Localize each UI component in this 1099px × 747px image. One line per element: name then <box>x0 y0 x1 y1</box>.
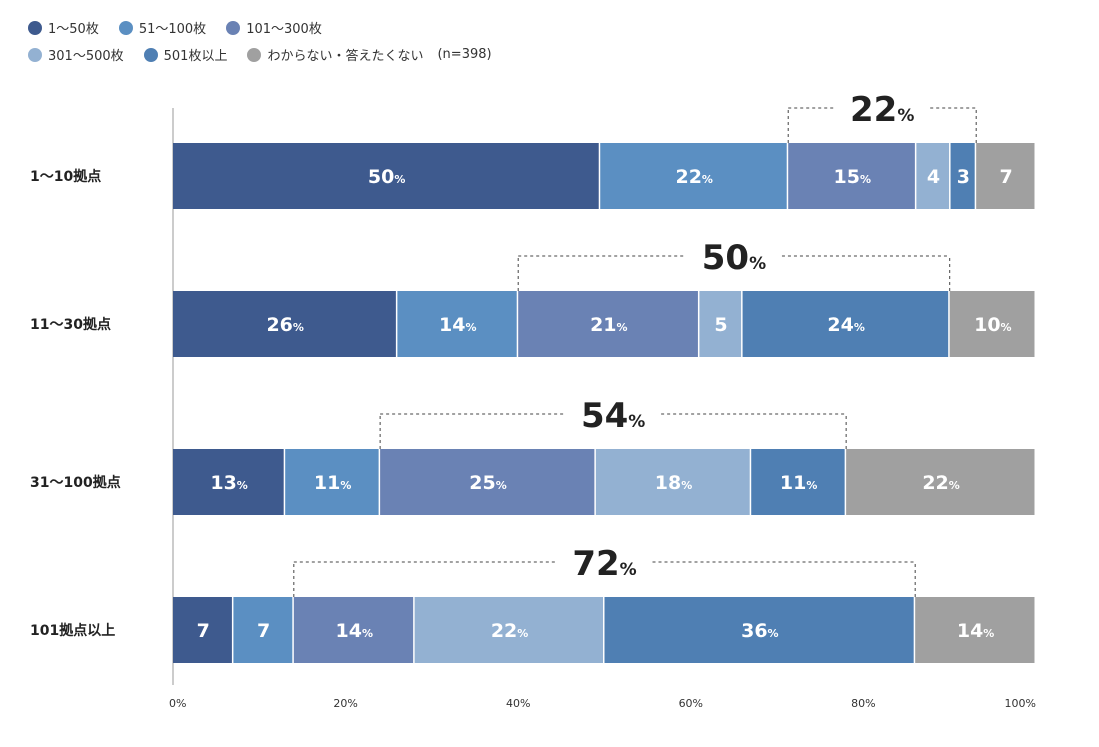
category-label: 31〜100拠点 <box>30 474 121 491</box>
bar-segment <box>397 291 517 357</box>
bar-segment <box>414 597 603 663</box>
legend-swatch <box>118 20 133 35</box>
x-tick-label: 40% <box>506 697 530 710</box>
legend-swatch <box>143 47 158 62</box>
legend-item-51-100: 51〜100枚 <box>118 18 207 37</box>
legend-label: 1〜50枚 <box>48 22 99 37</box>
bar-segment <box>173 143 599 209</box>
segment-value-label: 7 <box>999 166 1012 188</box>
bar-segment <box>380 449 595 515</box>
bar-segment <box>950 143 975 209</box>
legend-label: 101〜300枚 <box>246 22 322 37</box>
bar-segment <box>949 291 1035 357</box>
legend-row-1: 1〜50枚 51〜100枚 101〜300枚 <box>28 14 512 41</box>
bar-segment <box>788 143 915 209</box>
bar-segment <box>604 597 914 663</box>
bar-segment <box>976 143 1035 209</box>
legend-item-1-50: 1〜50枚 <box>28 18 99 37</box>
bar-segment <box>742 291 949 357</box>
x-tick-label: 100% <box>1005 697 1036 710</box>
legend-item-301-500: 301〜500枚 <box>28 45 124 64</box>
bar-segment <box>173 291 396 357</box>
bar-segment <box>915 597 1035 663</box>
bracket-total-label: 54% <box>581 396 645 436</box>
bar-segment <box>751 449 845 515</box>
legend-swatch <box>226 20 241 35</box>
legend-label: 501枚以上 <box>163 49 228 64</box>
legend: 1〜50枚 51〜100枚 101〜300枚 301〜500枚 501枚以上 わ… <box>28 14 512 68</box>
segment-value-label: 4 <box>927 166 940 188</box>
legend-row-2: 301〜500枚 501枚以上 わからない・答えたくない (n=398) <box>28 41 512 68</box>
segment-value-label: 7 <box>257 620 270 642</box>
bar-segment <box>173 449 284 515</box>
bar-segment <box>600 143 787 209</box>
legend-swatch <box>28 20 42 35</box>
legend-label: 301〜500枚 <box>48 49 124 64</box>
x-tick-label: 20% <box>333 697 357 710</box>
bar-segment <box>285 449 379 515</box>
bar-segment <box>916 143 950 209</box>
x-tick-label: 0% <box>169 697 186 710</box>
legend-item-unknown: わからない・答えたくない (n=398) <box>247 45 492 64</box>
bracket-total-label: 50% <box>702 238 766 278</box>
bar-segment <box>595 449 750 515</box>
bar-segment <box>233 597 293 663</box>
legend-label: 51〜100枚 <box>138 22 207 37</box>
legend-label: わからない・答えたくない <box>267 49 424 64</box>
segment-value-label: 5 <box>714 314 727 336</box>
legend-swatch <box>28 47 42 62</box>
x-tick-label: 80% <box>851 697 875 710</box>
legend-item-101-300: 101〜300枚 <box>226 18 322 37</box>
bar-segment <box>846 449 1035 515</box>
bracket-total-label: 72% <box>572 544 636 584</box>
sample-size-note: (n=398) <box>437 47 492 62</box>
category-label: 1〜10拠点 <box>30 168 101 185</box>
segment-value-label: 3 <box>957 166 970 188</box>
bar-segment <box>518 291 698 357</box>
x-tick-label: 60% <box>679 697 703 710</box>
legend-swatch <box>247 47 262 62</box>
segment-value-label: 7 <box>197 620 210 642</box>
bar-segment <box>173 597 232 663</box>
category-label: 11〜30拠点 <box>30 316 111 333</box>
bracket-total-label: 22% <box>850 90 914 130</box>
bar-segment <box>699 291 742 357</box>
category-label: 101拠点以上 <box>30 622 115 639</box>
legend-item-501-plus: 501枚以上 <box>143 45 228 64</box>
bar-segment <box>293 597 414 663</box>
